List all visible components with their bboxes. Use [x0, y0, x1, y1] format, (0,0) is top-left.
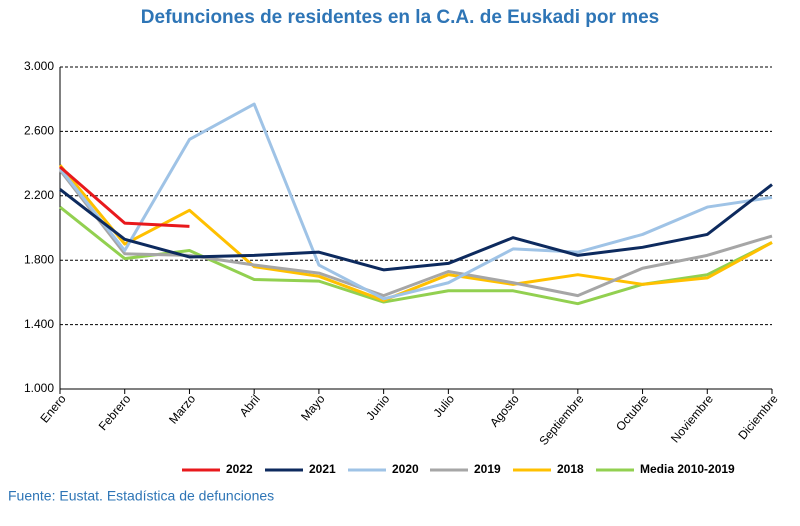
series-line — [58, 164, 773, 302]
x-tick-label: Marzo — [166, 392, 198, 427]
legend-label: 2020 — [392, 462, 419, 476]
series-line — [59, 183, 773, 272]
legend-label: 2019 — [474, 462, 501, 476]
legend-label: Media 2010-2019 — [640, 462, 735, 476]
x-tick-label: Octubre — [613, 392, 651, 434]
series-line — [59, 165, 190, 228]
legend-label: 2022 — [226, 462, 253, 476]
y-tick-label: 1.400 — [24, 317, 54, 331]
x-tick-label: Agosto — [487, 392, 522, 430]
source: Fuente: Eustat. Estadística de defuncion… — [8, 488, 274, 504]
x-tick-label: Mayo — [298, 392, 328, 424]
x-tick-label: Diciembre — [735, 392, 781, 443]
legend-label: 2021 — [309, 462, 336, 476]
y-tick-label: 2.200 — [24, 188, 54, 202]
series-line — [58, 169, 773, 298]
x-tick-label: Septiembre — [536, 392, 586, 448]
y-tick-label: 2.600 — [24, 124, 54, 138]
legend-label: 2018 — [557, 462, 584, 476]
series-line — [58, 102, 773, 301]
x-tick-label: Junio — [363, 392, 392, 423]
chart-title: Defunciones de residentes en la C.A. de … — [141, 7, 659, 28]
x-tick-label: Febrero — [96, 392, 134, 433]
x-tick-label: Abril — [237, 392, 263, 419]
x-tick-label: Noviembre — [668, 392, 716, 446]
y-tick-label: 1.000 — [24, 381, 54, 395]
y-tick-label: 3.000 — [24, 59, 54, 73]
y-tick-label: 1.800 — [24, 252, 54, 266]
x-tick-label: Enero — [37, 392, 69, 426]
x-tick-label: Julio — [430, 392, 457, 420]
